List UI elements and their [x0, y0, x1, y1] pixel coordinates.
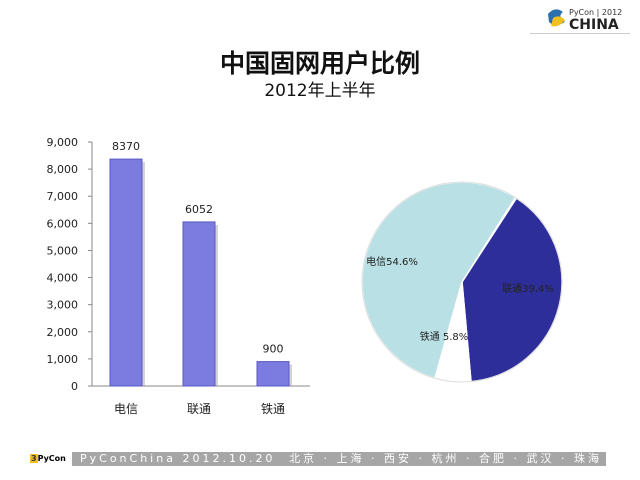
- footer-date: 2012.10.20: [182, 452, 276, 465]
- footer-brand: PyConChina: [80, 452, 176, 465]
- footer-cities: 北京 · 上海 · 西安 · 杭州 · 合肥 · 武汉 · 珠海: [289, 452, 602, 465]
- x-tick-label: 联通: [187, 402, 211, 416]
- y-tick-label: 2,000: [47, 326, 79, 339]
- svg-text:CHINA: CHINA: [569, 17, 619, 32]
- footer-bar: PyConChina 2012.10.20 北京 · 上海 · 西安 · 杭州 …: [72, 452, 606, 466]
- x-tick-label: 电信: [114, 402, 138, 416]
- pie-label: 电信54.6%: [366, 255, 418, 268]
- x-tick-label: 铁通: [261, 402, 285, 416]
- footer-logo: 3PyCon: [30, 454, 66, 463]
- header-divider: [530, 33, 630, 34]
- y-tick-label: 9,000: [47, 136, 79, 149]
- pie-outline: [361, 181, 563, 383]
- y-tick-label: 4,000: [47, 272, 79, 285]
- page-subtitle: 2012年上半年: [264, 81, 376, 101]
- page-title: 中国固网用户比例: [219, 49, 420, 78]
- y-tick-label: 8,000: [47, 163, 79, 176]
- data-label: 8370: [112, 140, 140, 153]
- bar-联通: [182, 221, 216, 387]
- y-tick-label: 3,000: [47, 299, 79, 312]
- bar-铁通: [256, 361, 290, 387]
- y-tick-label: 0: [71, 380, 78, 393]
- y-tick-label: 7,000: [47, 190, 79, 203]
- data-label: 900: [263, 343, 284, 356]
- pie-label: 铁通 5.8%: [420, 330, 469, 343]
- y-tick-label: 5,000: [47, 244, 79, 257]
- chart-area: 0 1,000 2,000 3,000 4,000 5,000 6,000 7,000 8,00…: [47, 136, 563, 416]
- pycon-china-logo: PyCon | 2012 CHINA: [545, 4, 635, 33]
- y-tick-label: 6,000: [47, 217, 79, 230]
- svg-text:PyCon | 2012: PyCon | 2012: [569, 8, 622, 17]
- y-tick-label: 1,000: [47, 353, 79, 366]
- pie-label: 联通39.4%: [502, 283, 554, 295]
- bar-电信: [109, 158, 143, 387]
- footer-logo-text: PyCon: [37, 454, 66, 463]
- data-label: 6052: [185, 203, 213, 216]
